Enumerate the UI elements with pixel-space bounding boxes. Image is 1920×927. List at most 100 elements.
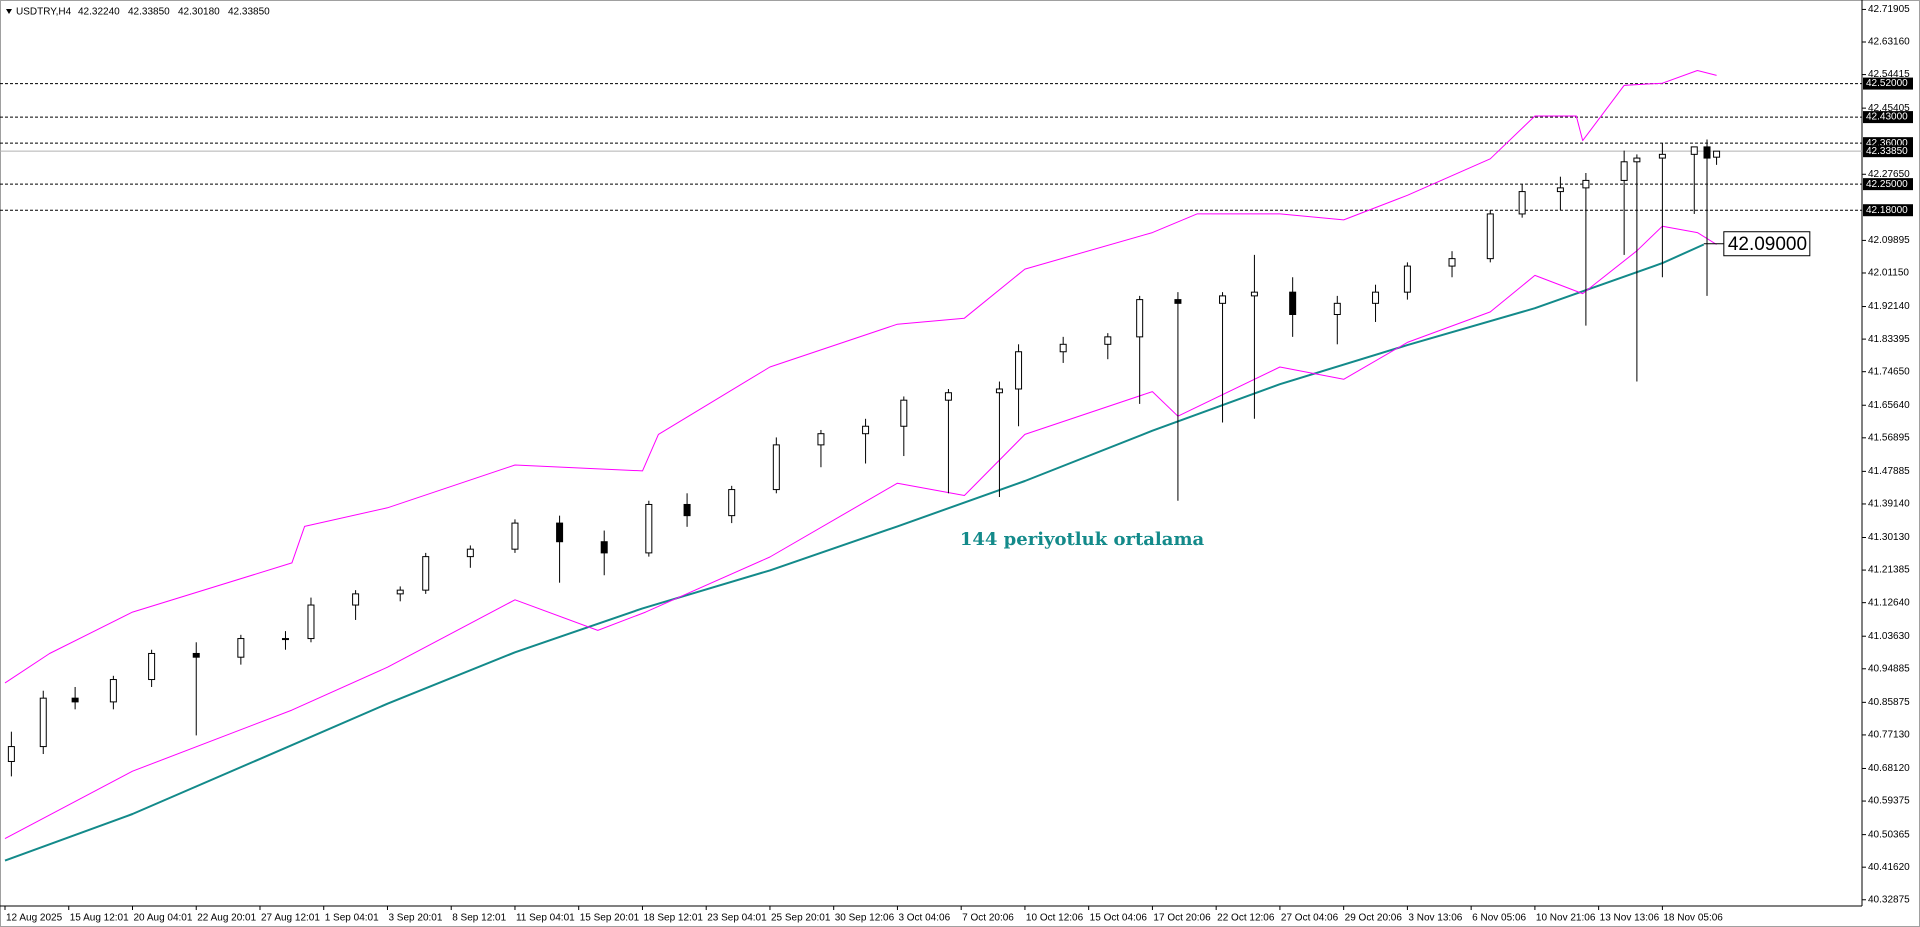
x-tick-label: 12 Aug 2025: [6, 913, 63, 924]
candle-body: [192, 652, 200, 658]
y-tick-label: 41.56895: [1868, 432, 1910, 443]
candle-body: [1633, 157, 1641, 163]
candle-body: [1333, 302, 1341, 316]
candle-body: [1250, 291, 1258, 297]
annotation-box: [1723, 231, 1811, 257]
header-value: 42.30180: [178, 7, 220, 18]
level-label-box: [1863, 111, 1913, 124]
x-tick-label: 27 Oct 04:06: [1281, 913, 1339, 924]
level-label: 42.43000: [1866, 112, 1908, 123]
candle-body: [466, 548, 474, 558]
candle-body: [396, 589, 404, 595]
annotation-label: 42.09000: [1728, 234, 1807, 255]
level-label: 42.36000: [1866, 138, 1908, 149]
x-tick-label: 3 Oct 04:06: [898, 913, 950, 924]
x-tick-label: 29 Oct 20:06: [1345, 913, 1403, 924]
candle-body: [1658, 153, 1666, 159]
candle-body: [1372, 291, 1380, 304]
candle-body: [39, 697, 47, 748]
x-tick-label: 15 Oct 04:06: [1090, 913, 1148, 924]
header-value: 42.32240: [78, 7, 120, 18]
y-tick-label: 42.27650: [1868, 169, 1910, 180]
candle-body: [817, 433, 825, 446]
header-value: 42.33850: [228, 7, 270, 18]
candle-body: [1104, 336, 1112, 345]
y-tick-label: 40.50365: [1868, 829, 1910, 840]
x-tick-label: 27 Aug 12:01: [261, 913, 320, 924]
y-tick-label: 41.21385: [1868, 565, 1910, 576]
candle-body: [1219, 295, 1227, 304]
y-tick-label: 41.83395: [1868, 334, 1910, 345]
y-tick-label: 41.92140: [1868, 301, 1910, 312]
level-label: 42.25000: [1866, 179, 1908, 190]
x-tick-label: 7 Oct 20:06: [962, 913, 1014, 924]
candle-body: [1486, 213, 1494, 260]
x-tick-label: 10 Oct 12:06: [1026, 913, 1084, 924]
candle-body: [1556, 187, 1564, 193]
candle-body: [237, 638, 245, 658]
candle-body: [683, 503, 691, 517]
candle-body: [109, 679, 117, 703]
current-price-box: [1863, 145, 1913, 158]
candle-body: [772, 444, 780, 491]
x-tick-label: 3 Sep 20:01: [388, 913, 442, 924]
candle-body: [645, 503, 653, 554]
candle-body: [422, 556, 430, 591]
header-symbol: USDTRY,H4: [16, 7, 72, 18]
y-tick-label: 41.03630: [1868, 631, 1910, 642]
indicator-line: [4, 70, 1717, 684]
candle-body: [1582, 179, 1590, 189]
candle-body: [352, 593, 360, 606]
indicator-line: [4, 243, 1705, 862]
y-tick-label: 41.47885: [1868, 466, 1910, 477]
y-tick-label: 41.39140: [1868, 499, 1910, 510]
x-tick-label: 20 Aug 04:01: [133, 913, 192, 924]
x-tick-label: 23 Sep 04:01: [707, 913, 767, 924]
candle-body: [307, 604, 315, 640]
y-tick-label: 40.41620: [1868, 862, 1910, 873]
annotation-text: 144 periyotluk ortalama: [960, 529, 1205, 550]
indicator-line: [4, 225, 1717, 840]
y-tick-label: 42.45405: [1868, 103, 1910, 114]
candle-body: [1703, 146, 1711, 159]
y-tick-label: 41.30130: [1868, 532, 1910, 543]
candle-body: [900, 399, 908, 427]
candle-body: [1713, 150, 1721, 158]
candle-body: [1448, 258, 1456, 267]
candle-body: [1690, 146, 1698, 155]
header-arrow: [6, 9, 12, 14]
candle-body: [511, 522, 519, 550]
y-tick-label: 42.71905: [1868, 4, 1910, 15]
candle-body: [556, 522, 564, 543]
level-label: 42.18000: [1866, 205, 1908, 216]
candle-body: [281, 638, 289, 641]
y-tick-label: 40.68120: [1868, 763, 1910, 774]
candle-body: [71, 697, 79, 703]
candle-body: [944, 392, 952, 401]
candle-body: [1403, 265, 1411, 293]
y-tick-label: 42.54415: [1868, 69, 1910, 80]
x-tick-label: 11 Sep 04:01: [516, 913, 575, 924]
y-tick-label: 42.09895: [1868, 235, 1910, 246]
level-label: 42.52000: [1866, 78, 1908, 89]
candle-body: [148, 652, 156, 681]
candle-body: [1289, 291, 1297, 316]
x-tick-label: 22 Aug 20:01: [197, 913, 256, 924]
level-label-box: [1863, 77, 1913, 90]
y-tick-label: 40.77130: [1868, 730, 1910, 741]
y-tick-label: 40.59375: [1868, 796, 1910, 807]
candle-body: [862, 425, 870, 435]
x-tick-label: 6 Nov 05:06: [1472, 913, 1526, 924]
level-label-box: [1863, 204, 1913, 217]
y-tick-label: 41.74650: [1868, 366, 1910, 377]
plot: [0, 70, 1862, 862]
y-tick-label: 40.85875: [1868, 697, 1910, 708]
x-tick-label: 25 Sep 20:01: [771, 913, 831, 924]
y-tick-label: 40.94885: [1868, 663, 1910, 674]
current-price-label: 42.33850: [1866, 146, 1908, 157]
level-label-box: [1863, 178, 1913, 191]
candle-body: [728, 489, 736, 517]
